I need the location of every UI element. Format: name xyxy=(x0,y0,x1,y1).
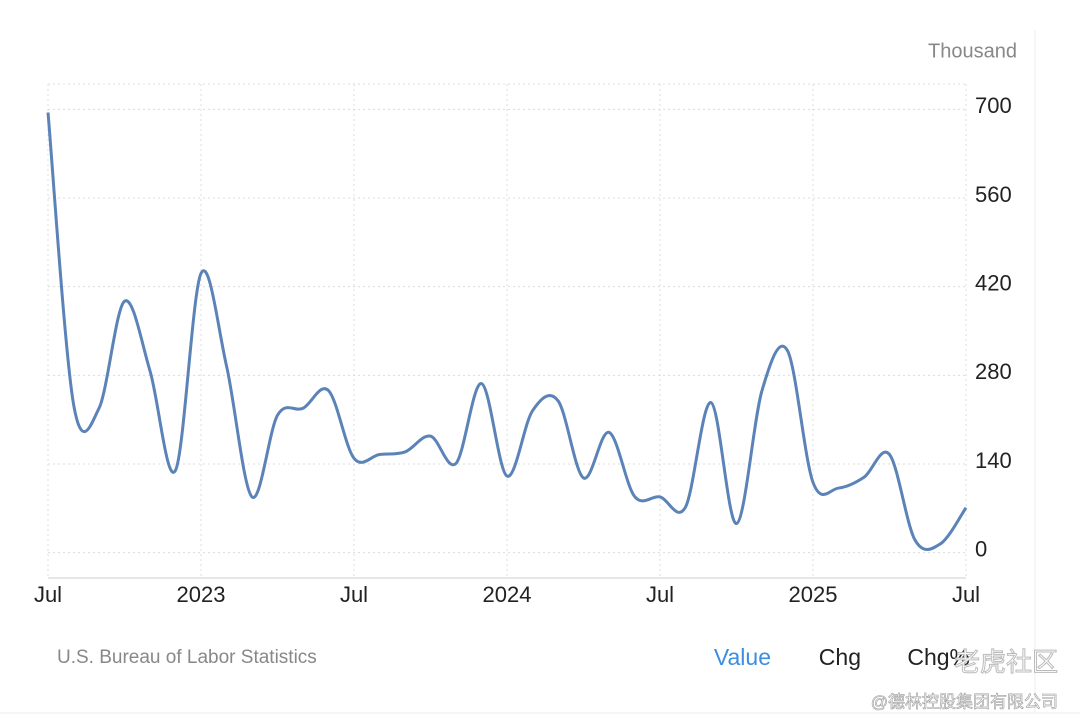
y-tick-label: 560 xyxy=(975,182,1012,207)
y-tick-label: 0 xyxy=(975,536,987,561)
watermark-logo: 老虎社区 xyxy=(954,647,1058,677)
y-tick-label: 280 xyxy=(975,359,1012,384)
x-tick-label: 2023 xyxy=(177,582,226,607)
tab-chg-pct[interactable]: Chg% xyxy=(907,644,970,670)
x-tick-label: Jul xyxy=(340,582,368,607)
x-tick-label: 2024 xyxy=(483,582,532,607)
y-tick-label: 420 xyxy=(975,270,1012,295)
line-series xyxy=(46,112,968,551)
y-tick-label: 700 xyxy=(975,93,1012,118)
x-tick-label: Jul xyxy=(646,582,674,607)
tab-value[interactable]: Value xyxy=(714,644,771,670)
unit-label: Thousand xyxy=(928,40,1017,62)
x-tick-label: Jul xyxy=(34,582,62,607)
source: U.S. Bureau of Labor Statistics xyxy=(57,647,317,668)
watermark-handle: @德林控股集团有限公司 xyxy=(871,692,1058,711)
x-tick-label: Jul xyxy=(952,582,980,607)
x-tick-label: 2025 xyxy=(789,582,838,607)
tab-chg[interactable]: Chg xyxy=(819,644,861,670)
y-tick-label: 140 xyxy=(975,448,1012,473)
